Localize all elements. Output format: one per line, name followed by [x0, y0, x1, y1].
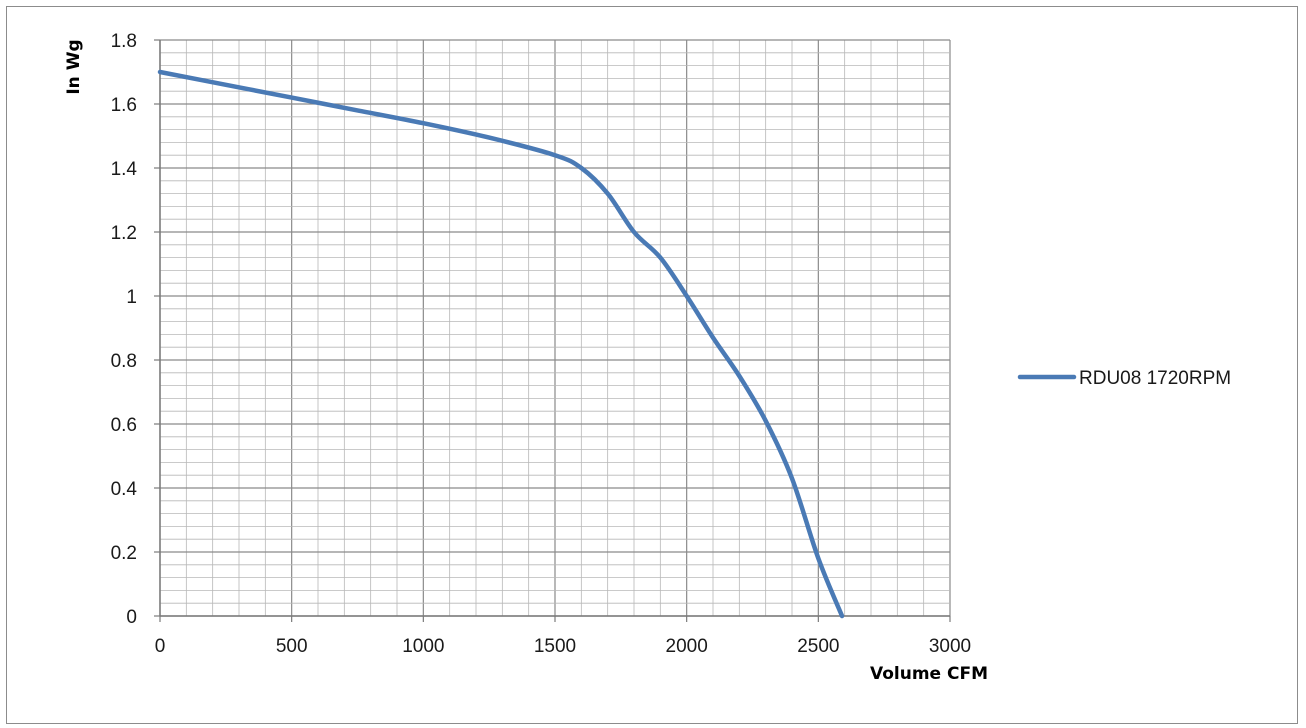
legend-label: RDU08 1720RPM [1079, 368, 1231, 389]
chart-frame: 0 500 1000 1500 2000 2500 3000 0 0.2 0.4 0.6 0.8 1 1… [6, 6, 1298, 724]
x-tick-label: 3000 [929, 636, 971, 657]
line-chart: 0 500 1000 1500 2000 2500 3000 0 0.2 0.4 0.6 0.8 1 1… [64, 31, 1231, 684]
y-tick-labels: 0 0.2 0.4 0.6 0.8 1 1.2 1.4 1.6 1.8 [111, 31, 138, 628]
y-tick-label: 1 [126, 287, 137, 308]
series-layer [157, 69, 845, 619]
x-tick-label: 500 [276, 636, 308, 657]
axes [154, 39, 951, 622]
x-tick-label: 2500 [797, 636, 839, 657]
y-tick-label: 0.8 [111, 351, 137, 372]
series-line [157, 69, 845, 619]
y-tick-label: 1.2 [111, 223, 137, 244]
y-tick-label: 1.4 [111, 159, 138, 180]
y-tick-label: 1.8 [111, 31, 137, 52]
x-tick-label: 1000 [402, 636, 444, 657]
y-tick-label: 0 [126, 607, 137, 628]
grid [159, 39, 951, 617]
x-tick-labels: 0 500 1000 1500 2000 2500 3000 [155, 636, 971, 657]
x-tick-label: 1500 [534, 636, 576, 657]
x-tick-label: 0 [155, 636, 166, 657]
y-tick-label: 0.6 [111, 415, 137, 436]
y-tick-label: 0.2 [111, 543, 137, 564]
y-tick-label: 1.6 [111, 95, 137, 116]
y-axis-title: In Wg [64, 39, 84, 94]
legend: RDU08 1720RPM [1017, 368, 1231, 389]
x-tick-label: 2000 [666, 636, 708, 657]
y-tick-label: 0.4 [111, 479, 138, 500]
x-axis-title: Volume CFM [870, 664, 988, 684]
